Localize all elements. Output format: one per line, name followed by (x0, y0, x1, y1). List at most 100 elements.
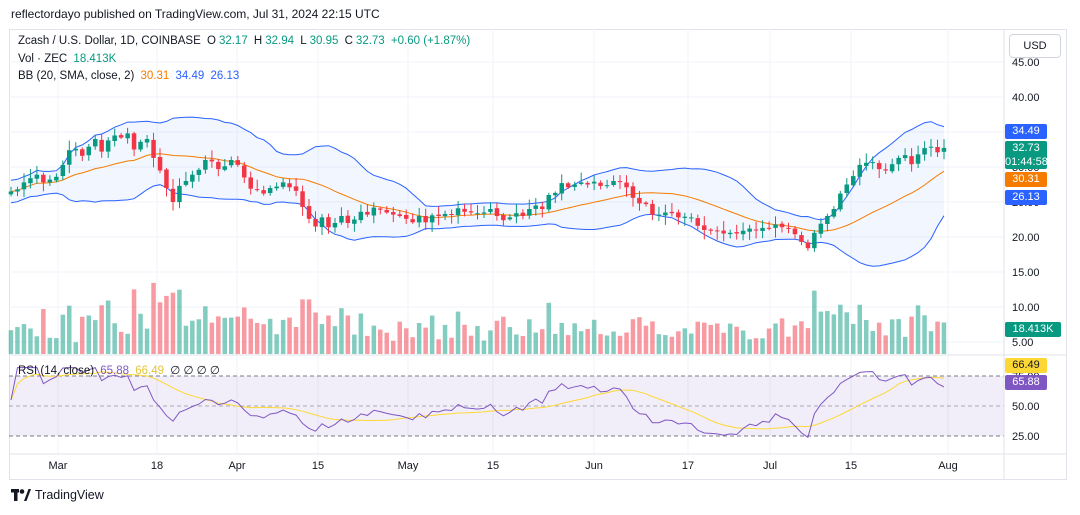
candle-body (773, 224, 778, 228)
time-tick-label: 17 (682, 460, 694, 472)
volume-bar (384, 332, 389, 354)
volume-bar (183, 325, 189, 354)
candle-body (546, 195, 551, 210)
volume-bar (565, 335, 571, 354)
volume-bar (553, 333, 558, 354)
volume-bar (300, 299, 305, 354)
volume-bar (721, 332, 726, 354)
candle-body (650, 203, 655, 215)
candle-body (864, 162, 869, 166)
volume-bar (527, 319, 532, 354)
bollinger-fill (11, 117, 944, 267)
bb-upper-tag: 34.49 (1005, 124, 1047, 139)
candle-body (8, 191, 14, 195)
rsi-line (10, 366, 945, 439)
candle-body (449, 214, 454, 215)
volume-bar (689, 333, 694, 354)
volume-bar (222, 317, 227, 354)
volume-bar (54, 338, 59, 354)
candle-body (248, 177, 253, 189)
volume-bar (727, 323, 733, 354)
volume-bar (267, 318, 273, 354)
volume-bar (254, 323, 260, 354)
volume-bar (656, 334, 662, 354)
high-label: H (253, 35, 263, 47)
volume-bar (773, 323, 778, 354)
rsi-ma-line (10, 371, 945, 430)
volume-bar (203, 306, 208, 354)
volume-bar (313, 312, 318, 354)
volume-bar (935, 321, 940, 354)
close-value: 32.73 (355, 35, 385, 47)
candle-body (766, 227, 772, 229)
candle-body (384, 209, 389, 213)
candle-body (520, 212, 526, 216)
volume-legend[interactable]: Vol · ZEC 18.413K (18, 53, 119, 65)
volume-bar (611, 331, 616, 354)
candle-body (708, 229, 713, 231)
volume-bar (365, 335, 370, 354)
currency-button[interactable]: USD (1009, 34, 1061, 58)
candle-body (67, 150, 72, 165)
symbol-name: Zcash / U.S. Dollar, 1D, COINBASE (18, 35, 201, 47)
candle-body (825, 216, 830, 224)
candle-body (779, 223, 785, 228)
candle-body (598, 182, 603, 186)
rsi-tag: 65.88 (1005, 375, 1047, 390)
volume-bar (682, 328, 688, 354)
candle-body (553, 192, 558, 196)
candle-body (293, 186, 299, 191)
bollinger-lower-value: 26.13 (210, 70, 240, 82)
candle-body (786, 227, 791, 229)
candle-body (676, 212, 681, 218)
candle-body (747, 228, 752, 232)
rsi-legend[interactable]: RSI (14, close) 65.88 66.49 ∅ ∅ ∅ ∅ (18, 363, 223, 377)
candle-body (125, 133, 130, 139)
rsi-ma-tag: 66.49 (1005, 358, 1047, 373)
candle-body (235, 160, 240, 165)
volume-bar (501, 316, 506, 354)
candle-body (922, 148, 927, 155)
volume-bar (578, 331, 584, 354)
volume-bar (397, 321, 402, 354)
candle-body (267, 188, 273, 193)
volume-bar (624, 332, 629, 354)
symbol-legend[interactable]: Zcash / U.S. Dollar, 1D, COINBASE O 32.17… (18, 35, 473, 47)
candle-body (663, 212, 668, 216)
volume-bar (280, 319, 286, 354)
volume-bar (235, 316, 240, 354)
volume-bar (650, 321, 655, 354)
candle-body (306, 206, 312, 219)
candle-body (216, 161, 221, 170)
volume-bar (73, 342, 78, 354)
volume-bar (67, 305, 72, 354)
volume-bar (889, 319, 895, 354)
candle-body (73, 148, 78, 151)
volume-bar (876, 322, 882, 354)
published-line: reflectordayo published on TradingView.c… (11, 7, 380, 21)
volume-bar (494, 320, 500, 354)
price-tick-label: 10.00 (1012, 302, 1040, 314)
tradingview-logo[interactable]: TradingView (11, 488, 104, 502)
price-tick-label: 5.00 (1012, 337, 1033, 349)
candle-body (242, 165, 247, 178)
bollinger-legend[interactable]: BB (20, SMA, close, 2) 30.31 34.49 26.13 (18, 70, 242, 82)
volume-bar (740, 330, 746, 354)
volume-bar (546, 302, 551, 354)
candle-body (436, 214, 441, 216)
volume-bar (676, 331, 681, 354)
volume-bar (572, 323, 577, 354)
brand-name: TradingView (35, 488, 104, 502)
candle-body (404, 215, 409, 219)
change-value: +0.60 (+1.87%) (390, 35, 471, 47)
volume-bar (306, 299, 312, 354)
candle-body (41, 174, 46, 183)
candle-body (183, 181, 189, 185)
price-axis: 45.0040.0035.0030.0025.0020.0015.0010.00… (1012, 57, 1040, 349)
volume-bar (760, 338, 765, 354)
time-tick-label: Jul (763, 460, 777, 472)
candle-body (624, 182, 629, 188)
candle-body (734, 232, 739, 234)
volume-bar (332, 326, 338, 354)
